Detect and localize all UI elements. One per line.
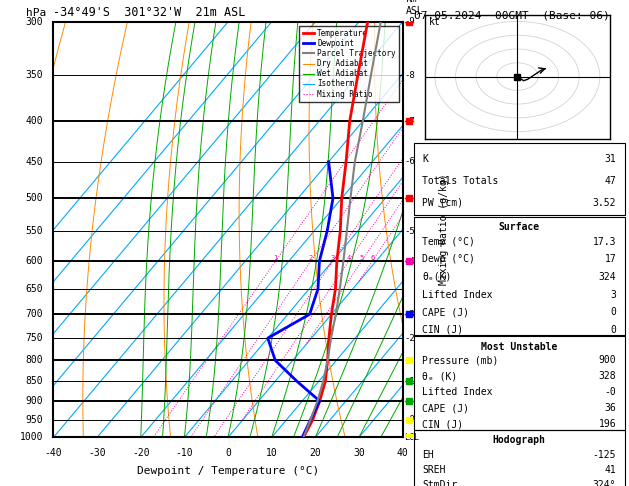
Text: -1: -1 [404,377,415,386]
Text: 41: 41 [604,465,616,475]
Text: kt: kt [429,17,440,27]
Text: PW (cm): PW (cm) [422,198,464,208]
Text: 900: 900 [599,355,616,365]
Text: Most Unstable: Most Unstable [481,342,557,352]
Bar [414,336,625,430]
Text: 4: 4 [347,255,351,261]
Text: -2: -2 [404,333,415,343]
Text: 07.05.2024  00GMT  (Base: 06): 07.05.2024 00GMT (Base: 06) [414,11,610,21]
Text: -34°49'S  301°32'W  21m ASL: -34°49'S 301°32'W 21m ASL [53,6,246,19]
Text: 40: 40 [397,448,408,458]
Text: EH: EH [422,450,434,460]
Text: CIN (J): CIN (J) [422,325,464,335]
Text: 1: 1 [274,255,277,261]
Text: 0: 0 [610,325,616,335]
Text: 31: 31 [604,155,616,164]
Text: -30: -30 [88,448,106,458]
Bar [414,430,625,486]
Text: 400: 400 [25,116,43,126]
Text: 3.52: 3.52 [593,198,616,208]
Text: 20: 20 [309,448,321,458]
Text: 3: 3 [331,255,335,261]
Text: Lifted Index: Lifted Index [422,290,493,299]
Text: 324°: 324° [593,480,616,486]
Text: StmDir: StmDir [422,480,457,486]
Text: -20: -20 [132,448,150,458]
Text: 6: 6 [370,255,374,261]
Text: SREH: SREH [422,465,446,475]
Legend: Temperature, Dewpoint, Parcel Trajectory, Dry Adiabat, Wet Adiabat, Isotherm, Mi: Temperature, Dewpoint, Parcel Trajectory… [299,26,399,102]
Text: -0: -0 [404,415,415,424]
Text: θₑ (K): θₑ (K) [422,371,457,382]
Text: hPa: hPa [26,8,46,17]
Text: -125: -125 [593,450,616,460]
Text: 324: 324 [599,272,616,282]
Text: 17.3: 17.3 [593,237,616,246]
Text: θₑ(K): θₑ(K) [422,272,452,282]
Text: 17: 17 [604,254,616,264]
Text: 550: 550 [25,226,43,236]
Text: 0: 0 [225,448,231,458]
Text: 450: 450 [25,157,43,167]
Text: 0: 0 [610,307,616,317]
Text: 350: 350 [25,70,43,80]
Text: CAPE (J): CAPE (J) [422,403,469,414]
Text: 800: 800 [25,355,43,365]
Text: 5: 5 [360,255,364,261]
Text: 900: 900 [25,396,43,406]
Text: 600: 600 [25,256,43,266]
Bar [414,143,625,215]
Text: 300: 300 [25,17,43,27]
Text: 850: 850 [25,376,43,386]
Text: 750: 750 [25,333,43,343]
Text: -40: -40 [45,448,62,458]
Text: Pressure (mb): Pressure (mb) [422,355,499,365]
Text: Mixing Ratio (g/kg): Mixing Ratio (g/kg) [440,174,450,285]
Text: LCL: LCL [404,433,420,442]
Text: Lifted Index: Lifted Index [422,387,493,398]
Text: Surface: Surface [499,222,540,232]
Text: -4: -4 [404,257,415,265]
Text: Dewp (°C): Dewp (°C) [422,254,475,264]
Text: K: K [422,155,428,164]
Text: Totals Totals: Totals Totals [422,176,499,186]
Bar [414,217,625,335]
Text: -3: -3 [404,310,415,319]
Text: 328: 328 [599,371,616,382]
Text: 1000: 1000 [19,433,43,442]
Text: -8: -8 [404,70,415,80]
Text: CIN (J): CIN (J) [422,419,464,429]
Text: 2: 2 [309,255,313,261]
Text: 36: 36 [604,403,616,414]
Text: Hodograph: Hodograph [493,435,546,445]
Text: 10: 10 [266,448,277,458]
Text: -9: -9 [404,17,415,26]
Text: 30: 30 [353,448,365,458]
Text: 700: 700 [25,309,43,319]
Text: -6: -6 [404,157,415,166]
Text: -5: -5 [404,226,415,236]
Text: km
ASL: km ASL [406,0,424,16]
Text: 650: 650 [25,284,43,294]
Text: -0: -0 [604,387,616,398]
Text: 950: 950 [25,415,43,425]
Text: 196: 196 [599,419,616,429]
Text: 3: 3 [610,290,616,299]
Text: -10: -10 [175,448,193,458]
Text: -7: -7 [404,117,415,126]
Text: 47: 47 [604,176,616,186]
Text: Temp (°C): Temp (°C) [422,237,475,246]
Text: 500: 500 [25,193,43,203]
Text: Dewpoint / Temperature (°C): Dewpoint / Temperature (°C) [137,467,319,476]
Text: CAPE (J): CAPE (J) [422,307,469,317]
